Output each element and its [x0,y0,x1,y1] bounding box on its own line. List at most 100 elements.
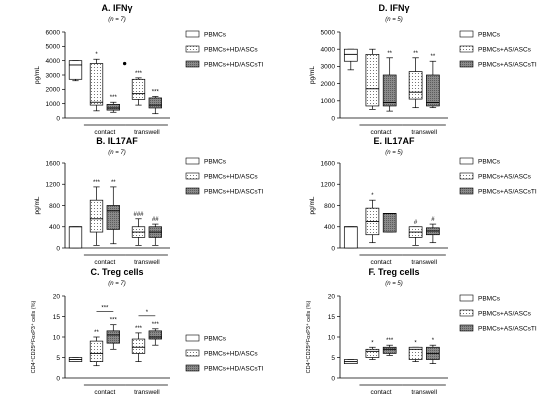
group-label: transwell [411,259,437,266]
significance-label: * [371,193,374,199]
legend-label: PBMCs+HD/ASCsTI [204,366,264,373]
box-iqr [382,346,397,354]
panel-5: C. Treg cells (n = 7) 0 5 10 15 20 CD4⁺CD25ᴴⁱFo… [29,267,264,396]
box-5: *** [148,90,162,115]
panel-title: C. Treg cells [90,267,143,277]
y-axis-label: CD4⁺CD25ᴴⁱFoxP3⁺ cells (%) [304,300,312,373]
box-iqr [68,226,83,249]
y-tick-label: 5 [331,355,335,362]
box-5: * [426,338,440,364]
legend-swatch [185,349,200,357]
bracket-label: *** [101,306,109,312]
panel-title: E. IL17AF [373,136,415,146]
y-tick-label: 400 [49,224,60,231]
legend-swatch [459,309,474,317]
panel-subtitle: (n = 5) [385,281,403,287]
group-label: contact [371,389,392,396]
box-1 [343,226,358,249]
box-5: ** [426,54,440,109]
box-iqr [365,54,380,107]
box-iqr [106,104,120,111]
legend-label: PBMCs+AS/ASCsTI [478,62,537,69]
bracket-label: * [146,310,149,316]
y-tick-label: 3000 [321,64,336,71]
y-tick-label: 10 [53,334,61,341]
group-label: transwell [411,129,437,136]
panel-6: F. Treg cells (n = 5) 0 5 10 15 20 CD4⁺CD25ᴴⁱFo… [304,267,537,396]
legend-swatch [459,324,474,332]
significance-label: ** [431,54,436,60]
significance-label: *** [152,90,160,96]
box-2: * [89,52,104,112]
group-label: transwell [134,129,160,136]
box-iqr [89,340,104,362]
box-iqr [131,78,146,100]
legend-swatch [185,172,200,180]
box-3: *** [106,318,120,350]
legend-swatch [185,364,200,372]
y-tick-label: 0 [331,245,335,252]
significance-label: * [95,52,98,58]
significance-label: ** [94,330,99,336]
panel-title: B. IL17AF [96,136,138,146]
significance-label: ** [413,51,418,57]
panel-title: A. IFNγ [101,3,132,13]
box-iqr [106,205,120,230]
box-1 [68,60,83,82]
y-tick-label: 10 [328,334,336,341]
significance-label: # [431,217,435,223]
panel-subtitle: (n = 7) [108,150,126,156]
significance-label: # [414,220,418,226]
group-label: contact [371,129,392,136]
y-tick-label: 5000 [46,44,61,51]
y-tick-label: 2000 [46,87,61,94]
y-tick-label: 1200 [321,182,336,189]
box-iqr [89,199,104,233]
outlier-point [122,61,127,66]
legend-label: PBMCs+HD/ASCs [204,47,258,54]
legend-swatch [459,30,474,38]
legend-swatch [459,157,474,165]
box-4: *** [131,326,146,362]
box-4: # [408,220,423,246]
legend-swatch [185,45,200,53]
legend-swatch [459,294,474,302]
y-axis-label: pg/mL [34,196,41,214]
significance-label: ** [111,180,116,186]
y-tick-label: 0 [56,115,60,122]
legend-label: PBMCs [478,296,501,303]
significance-label: *** [135,326,143,332]
y-tick-label: 20 [328,293,336,300]
y-axis-label: pg/mL [309,196,316,214]
significance-label: *** [135,71,143,77]
legend-swatch [459,60,474,68]
box-iqr [131,338,146,354]
legend-swatch [459,45,474,53]
y-tick-label: 0 [331,115,335,122]
panel-subtitle: (n = 5) [385,150,403,156]
y-tick-label: 20 [53,293,61,300]
legend-label: PBMCs [204,336,227,343]
y-tick-label: 1000 [321,98,336,105]
box-5: ## [148,217,162,246]
y-tick-label: 800 [324,203,335,210]
y-tick-label: 15 [53,314,61,321]
y-axis-label: CD4⁺CD25ᴴⁱFoxP3⁺ cells (%) [29,300,37,373]
y-axis-label: pg/mL [34,66,41,84]
legend-swatch [185,30,200,38]
box-3: ** [106,180,120,245]
legend-swatch [185,187,200,195]
significance-label: ### [133,212,144,218]
box-1 [343,48,358,71]
box-5: *** [148,322,162,346]
box-4: ** [408,51,423,109]
legend-label: PBMCs [478,159,501,166]
significance-label: *** [386,338,394,344]
significance-label: *** [93,180,101,186]
panel-title: F. Treg cells [368,267,419,277]
y-tick-label: 5 [56,355,60,362]
legend-label: PBMCs+HD/ASCsTI [204,189,264,196]
box-2 [365,48,380,110]
box-5: # [426,217,440,244]
